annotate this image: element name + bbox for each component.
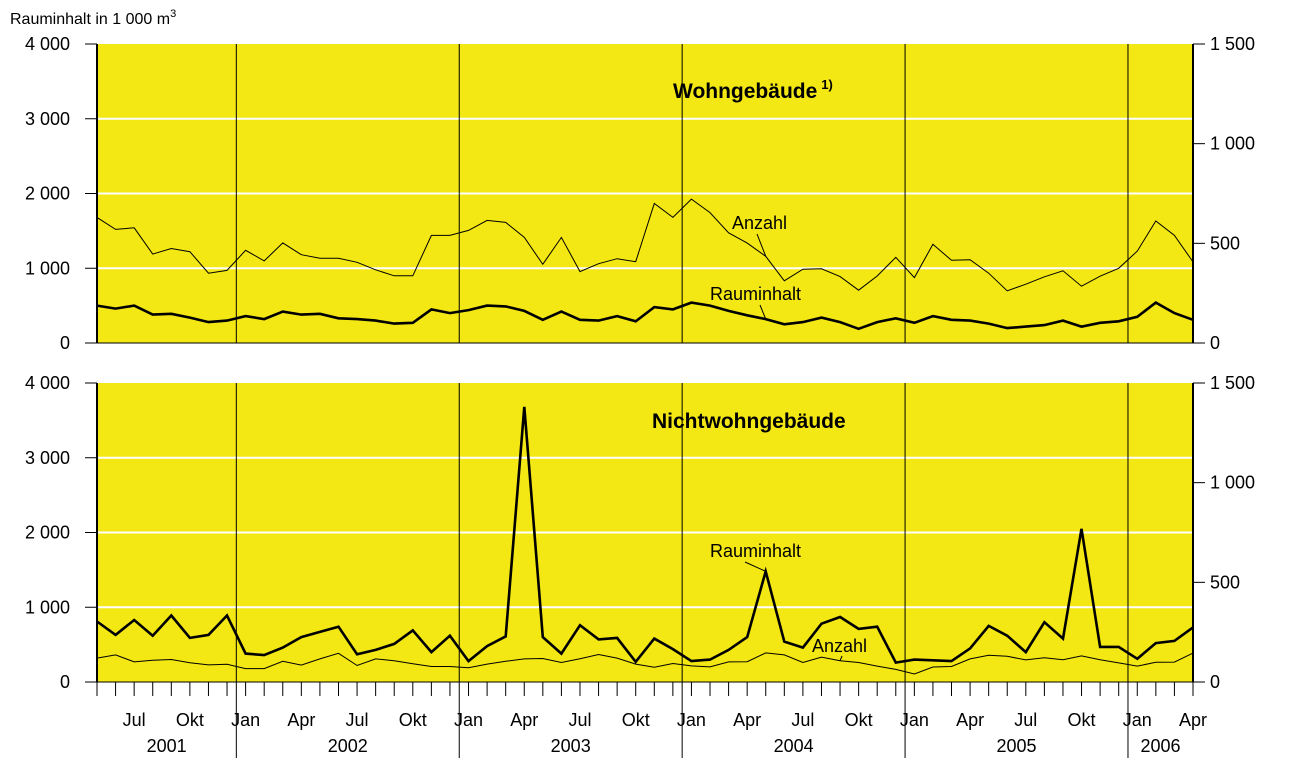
month-label: Jan xyxy=(1123,710,1152,730)
month-label: Apr xyxy=(510,710,538,730)
y-tick-label-left: 1 000 xyxy=(25,258,70,278)
month-label: Apr xyxy=(733,710,761,730)
panel-1: 0 1 000 2 000 3 000 4 000 0 500 1 000 1 500 Wohng… xyxy=(25,34,1255,353)
panel-title: Wohngebäude 1) xyxy=(673,77,833,103)
y-tick-label-left: 3 000 xyxy=(25,448,70,468)
unit-label: Rauminhalt in 1 000 m3 xyxy=(10,8,176,28)
month-label: Jan xyxy=(900,710,929,730)
year-label: 2004 xyxy=(774,736,814,756)
month-label: Apr xyxy=(287,710,315,730)
y-tick-label-left: 4 000 xyxy=(25,34,70,54)
y-tick-label-right: 1 500 xyxy=(1210,373,1255,393)
year-label: 2006 xyxy=(1140,736,1180,756)
month-label: Apr xyxy=(1179,710,1207,730)
month-label: Okt xyxy=(399,710,427,730)
y-tick-label-left: 1 000 xyxy=(25,597,70,617)
month-label: Jan xyxy=(231,710,260,730)
annotation-anzahl: Anzahl xyxy=(812,636,867,656)
annotation-leader xyxy=(839,655,843,661)
y-tick-label-right: 500 xyxy=(1210,572,1240,592)
panel-2: 0 1 000 2 000 3 000 4 000 0 500 1 000 1 500 Nicht… xyxy=(25,373,1255,692)
month-label: Apr xyxy=(956,710,984,730)
series-line-anzahl xyxy=(96,652,1194,675)
month-label: Jan xyxy=(677,710,706,730)
series-line-rauminhalt xyxy=(96,301,1194,331)
month-label: Jul xyxy=(346,710,369,730)
y-tick-label-right: 0 xyxy=(1210,333,1220,353)
month-label: Okt xyxy=(622,710,650,730)
panel-title: Nichtwohngebäude xyxy=(652,410,846,433)
month-label: Jan xyxy=(454,710,483,730)
annotation-leader xyxy=(756,233,767,257)
annotation-rauminhalt: Rauminhalt xyxy=(710,284,801,304)
series-line-rauminhalt xyxy=(96,406,1194,665)
y-tick-label-right: 1 000 xyxy=(1210,134,1255,154)
y-tick-label-left: 2 000 xyxy=(25,184,70,204)
month-label: Okt xyxy=(1068,710,1096,730)
year-label: 2001 xyxy=(147,736,187,756)
month-label: Jul xyxy=(568,710,591,730)
month-label: Jul xyxy=(1014,710,1037,730)
x-axis: Jul Okt Jan Apr Jul Okt Jan Apr Jul Okt Jan Apr Jul O… xyxy=(96,682,1207,758)
y-tick-label-left: 0 xyxy=(60,333,70,353)
y-tick-label-left: 3 000 xyxy=(25,109,70,129)
y-tick-label-left: 2 000 xyxy=(25,523,70,543)
series-line-anzahl xyxy=(96,198,1194,292)
annotation-anzahl: Anzahl xyxy=(732,213,787,233)
month-label: Jul xyxy=(791,710,814,730)
y-tick-label-left: 4 000 xyxy=(25,373,70,393)
annotation-leader xyxy=(744,561,766,572)
year-label: 2003 xyxy=(551,736,591,756)
y-tick-label-right: 0 xyxy=(1210,672,1220,692)
month-label: Jul xyxy=(123,710,146,730)
y-tick-label-left: 0 xyxy=(60,672,70,692)
year-label: 2002 xyxy=(328,736,368,756)
y-tick-label-right: 1 500 xyxy=(1210,34,1255,54)
month-label: Okt xyxy=(845,710,873,730)
y-tick-label-right: 500 xyxy=(1210,233,1240,253)
annotation-rauminhalt: Rauminhalt xyxy=(710,541,801,561)
chart-panels: 0 1 000 2 000 3 000 4 000 0 500 1 000 1 500 Wohng… xyxy=(25,34,1255,692)
month-label: Okt xyxy=(176,710,204,730)
annotation-leader xyxy=(759,304,767,320)
y-tick-label-right: 1 000 xyxy=(1210,473,1255,493)
year-label: 2005 xyxy=(997,736,1037,756)
